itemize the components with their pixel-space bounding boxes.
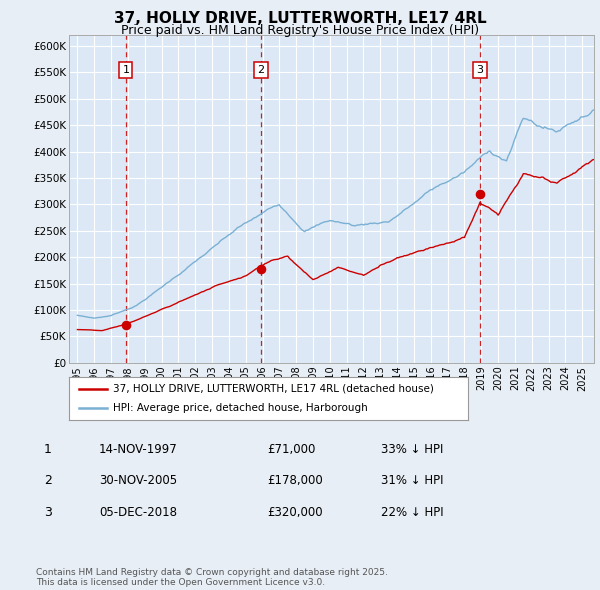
Text: 3: 3	[476, 65, 484, 75]
Text: 37, HOLLY DRIVE, LUTTERWORTH, LE17 4RL (detached house): 37, HOLLY DRIVE, LUTTERWORTH, LE17 4RL (…	[113, 384, 434, 394]
Point	[121, 320, 131, 330]
Text: 05-DEC-2018: 05-DEC-2018	[99, 506, 177, 519]
Text: £178,000: £178,000	[267, 474, 323, 487]
Point	[256, 264, 266, 274]
Text: 2: 2	[44, 474, 52, 487]
Text: 1: 1	[122, 65, 130, 75]
Text: Contains HM Land Registry data © Crown copyright and database right 2025.
This d: Contains HM Land Registry data © Crown c…	[36, 568, 388, 587]
Text: 31% ↓ HPI: 31% ↓ HPI	[381, 474, 443, 487]
Text: £71,000: £71,000	[267, 443, 316, 456]
Text: 3: 3	[44, 506, 52, 519]
Text: 22% ↓ HPI: 22% ↓ HPI	[381, 506, 443, 519]
Point	[475, 189, 485, 199]
Text: HPI: Average price, detached house, Harborough: HPI: Average price, detached house, Harb…	[113, 404, 368, 414]
Text: 33% ↓ HPI: 33% ↓ HPI	[381, 443, 443, 456]
Text: Price paid vs. HM Land Registry's House Price Index (HPI): Price paid vs. HM Land Registry's House …	[121, 24, 479, 37]
Text: 2: 2	[257, 65, 265, 75]
Text: 37, HOLLY DRIVE, LUTTERWORTH, LE17 4RL: 37, HOLLY DRIVE, LUTTERWORTH, LE17 4RL	[113, 11, 487, 25]
Text: £320,000: £320,000	[267, 506, 323, 519]
Text: 30-NOV-2005: 30-NOV-2005	[99, 474, 177, 487]
Text: 14-NOV-1997: 14-NOV-1997	[99, 443, 178, 456]
Text: 1: 1	[44, 443, 52, 456]
